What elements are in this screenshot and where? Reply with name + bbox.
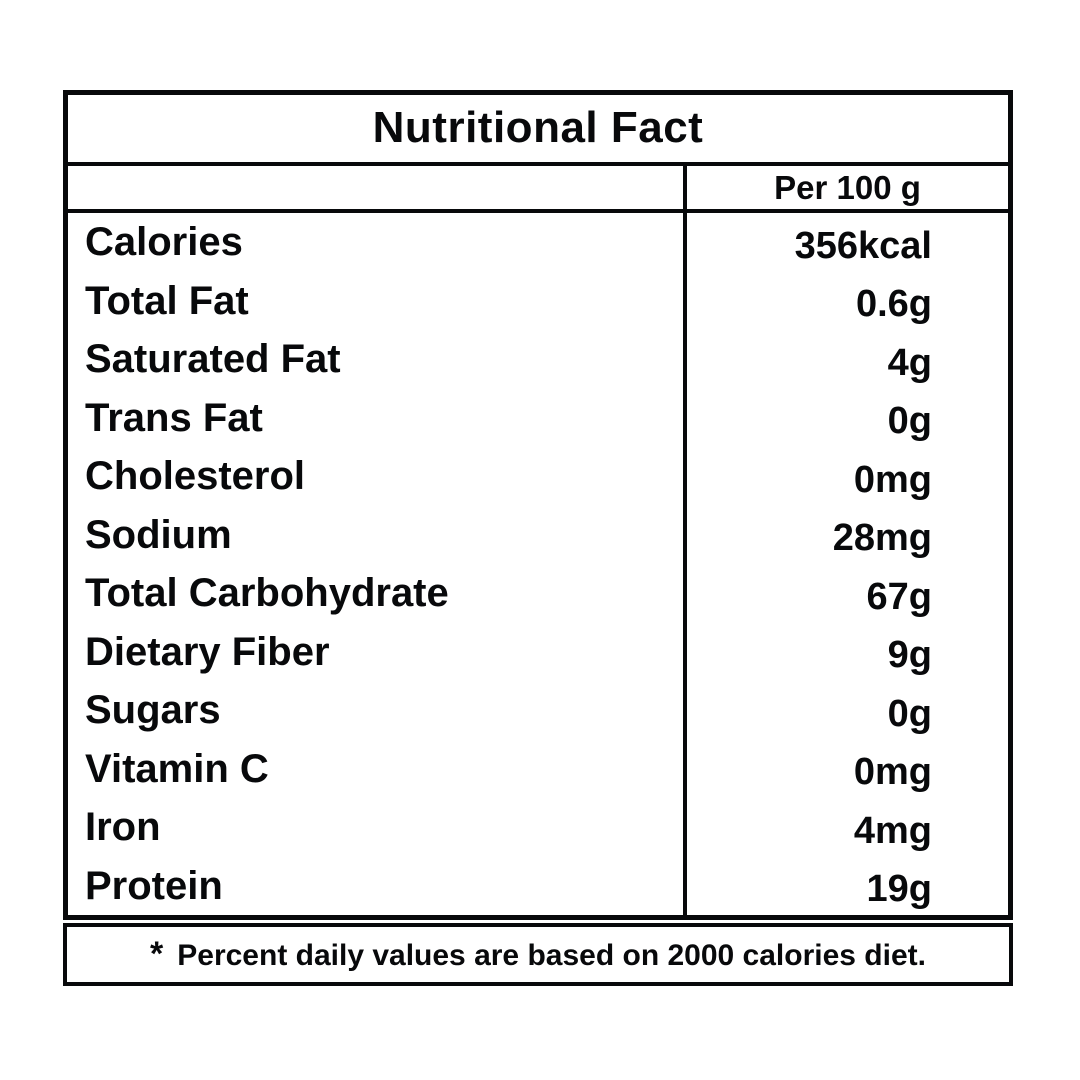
nutrient-value: 0g bbox=[683, 388, 1008, 447]
nutrient-value: 28mg bbox=[683, 505, 1008, 564]
nutrient-label: Protein bbox=[85, 863, 223, 908]
table-title: Nutritional Fact bbox=[372, 102, 704, 152]
nutrient-label: Total Fat bbox=[85, 278, 249, 323]
nutrient-value: 356kcal bbox=[683, 213, 1008, 272]
nutrient-label: Saturated Fat bbox=[85, 337, 341, 382]
nutrient-value: 19g bbox=[683, 856, 1008, 915]
column-header-row: Per 100 g bbox=[68, 166, 1008, 213]
nutrient-value: 0mg bbox=[683, 739, 1008, 798]
per-100g-header: Per 100 g bbox=[683, 166, 1008, 213]
nutrient-label: Sodium bbox=[85, 512, 232, 557]
footnote-box: * Percent daily values are based on 2000… bbox=[63, 923, 1013, 986]
footnote-asterisk: * bbox=[150, 935, 164, 973]
nutrient-rows: Calories 356kcal Total Fat 0.6g Saturate… bbox=[68, 213, 1008, 915]
nutrient-value: 67g bbox=[683, 564, 1008, 623]
nutrient-label: Vitamin C bbox=[85, 746, 269, 791]
nutrient-label: Calories bbox=[85, 220, 243, 265]
nutrient-label: Total Carbohydrate bbox=[85, 571, 449, 616]
header-empty-cell bbox=[68, 166, 683, 213]
nutrient-value: 9g bbox=[683, 622, 1008, 681]
nutrient-value: 0g bbox=[683, 681, 1008, 740]
nutrient-label: Iron bbox=[85, 805, 161, 850]
footnote-text: Percent daily values are based on 2000 c… bbox=[177, 938, 926, 972]
nutrient-label: Dietary Fiber bbox=[85, 629, 330, 674]
nutrient-label: Sugars bbox=[85, 688, 221, 733]
nutrient-label: Cholesterol bbox=[85, 454, 306, 499]
nutrition-table: Nutritional Fact Per 100 g Calories 356k… bbox=[63, 90, 1013, 920]
nutrient-value: 4mg bbox=[683, 798, 1008, 857]
nutrient-label: Trans Fat bbox=[85, 395, 263, 440]
title-row: Nutritional Fact bbox=[68, 95, 1008, 166]
nutrient-value: 4g bbox=[683, 330, 1008, 389]
nutrient-value: 0mg bbox=[683, 447, 1008, 506]
nutrient-value: 0.6g bbox=[683, 271, 1008, 330]
